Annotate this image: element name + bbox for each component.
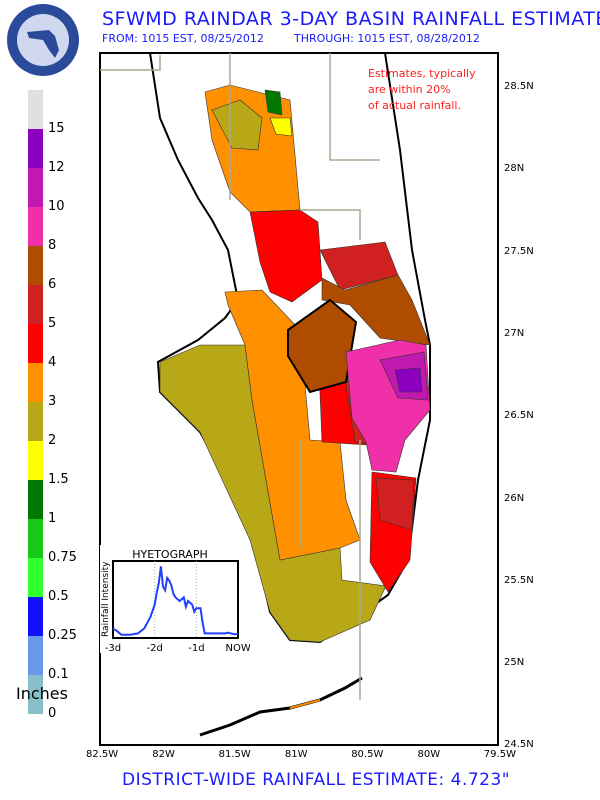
- lon-tick-label: 82W: [152, 749, 175, 760]
- color-legend: [28, 90, 43, 714]
- date-from: FROM: 1015 EST, 08/25/2012: [102, 32, 264, 45]
- legend-swatch: [28, 324, 43, 363]
- hyetograph-xtick: -2d: [147, 643, 163, 654]
- district-wide-estimate: DISTRICT-WIDE RAINFALL ESTIMATE: 4.723": [122, 770, 511, 790]
- hyetograph-title: HYETOGRAPH: [132, 548, 207, 561]
- legend-swatch: [28, 285, 43, 324]
- legend-swatch: [28, 129, 43, 168]
- legend-swatch: [28, 402, 43, 441]
- legend-swatch: [28, 519, 43, 558]
- legend-label: 0: [48, 706, 57, 721]
- legend-swatch: [28, 441, 43, 480]
- note-line: Estimates, typically: [368, 67, 476, 80]
- legend-label: 5: [48, 316, 57, 331]
- legend-swatch: [28, 207, 43, 246]
- legend-swatch: [28, 597, 43, 636]
- hyetograph-series: [112, 566, 238, 636]
- lake-okeechobee: [287, 298, 358, 394]
- legend-label: 1: [48, 511, 57, 526]
- page-title: SFWMD RAINDAR 3-DAY BASIN RAINFALL ESTIM…: [102, 8, 600, 30]
- lat-tick-label: 26N: [504, 492, 525, 504]
- legend-label: 10: [48, 199, 65, 214]
- legend-label: 2: [48, 433, 57, 448]
- legend-label: 15: [48, 121, 65, 136]
- lon-tick-label: 80.5W: [351, 749, 384, 760]
- legend-swatch: [28, 636, 43, 675]
- hyetograph-ylabel: Rainfall Intensity: [101, 561, 111, 637]
- basin-12in: [394, 367, 423, 393]
- legend-label: 0.5: [48, 589, 69, 604]
- hyetograph-inset: HYETOGRAPH Rainfall Intensity -3d -2d -1d N…: [100, 545, 250, 654]
- hyetograph-xtick: -1d: [188, 643, 204, 654]
- basin-2in-north: [211, 99, 263, 151]
- legend-label: 4: [48, 355, 57, 370]
- lon-tick-label: 82.5W: [86, 749, 119, 760]
- basin-1in: [264, 89, 283, 116]
- legend-label: 0.1: [48, 667, 69, 682]
- lon-tick-label: 79.5W: [483, 749, 516, 760]
- hyetograph-xtick: -3d: [105, 643, 121, 654]
- legend-label: 0.25: [48, 628, 77, 643]
- legend-swatch: [28, 480, 43, 519]
- basin-4in-kissimmee: [249, 209, 323, 303]
- note-line: are within 20%: [368, 83, 451, 96]
- lat-tick-label: 26.5N: [504, 410, 534, 422]
- hyetograph-line: [112, 566, 238, 636]
- lon-tick-label: 81W: [284, 749, 308, 760]
- legend-swatch: [28, 168, 43, 207]
- legend-swatch: [28, 363, 43, 402]
- legend-swatch: [28, 90, 43, 129]
- legend-label: 3: [48, 394, 57, 409]
- legend-swatch: [28, 246, 43, 285]
- lon-tick-label: 80W: [417, 749, 441, 760]
- basin-1-5in: [269, 117, 293, 137]
- legend-label: 12: [48, 160, 65, 175]
- legend-swatch: [28, 558, 43, 597]
- legend-label: 8: [48, 238, 57, 253]
- lat-tick-label: 27.5N: [504, 245, 534, 257]
- lat-tick-label: 25.5N: [504, 574, 534, 586]
- lat-tick-label: 28N: [504, 163, 525, 175]
- legend-label: 6: [48, 277, 57, 292]
- legend-label: 0.75: [48, 550, 77, 565]
- lat-tick-label: 28.5N: [504, 81, 534, 92]
- legend-swatch: [28, 675, 43, 714]
- accuracy-note: Estimates, typically are within 20% of a…: [368, 66, 476, 114]
- lat-tick-label: 27N: [504, 327, 525, 339]
- lon-tick-label: 81.5W: [218, 749, 251, 760]
- basin-5in-southeast: [375, 477, 415, 531]
- legend-unit: Inches: [16, 684, 68, 703]
- hyetograph-xtick: NOW: [225, 643, 250, 654]
- date-through: THROUGH: 1015 EST, 08/28/2012: [294, 32, 480, 45]
- county-lines: [100, 53, 380, 700]
- note-line: of actual rainfall.: [368, 99, 461, 112]
- sfwmd-logo: [7, 4, 79, 76]
- legend-label: 1.5: [48, 472, 69, 487]
- lat-tick-label: 25N: [504, 657, 525, 669]
- lat-tick-label: 24.5N: [504, 739, 534, 751]
